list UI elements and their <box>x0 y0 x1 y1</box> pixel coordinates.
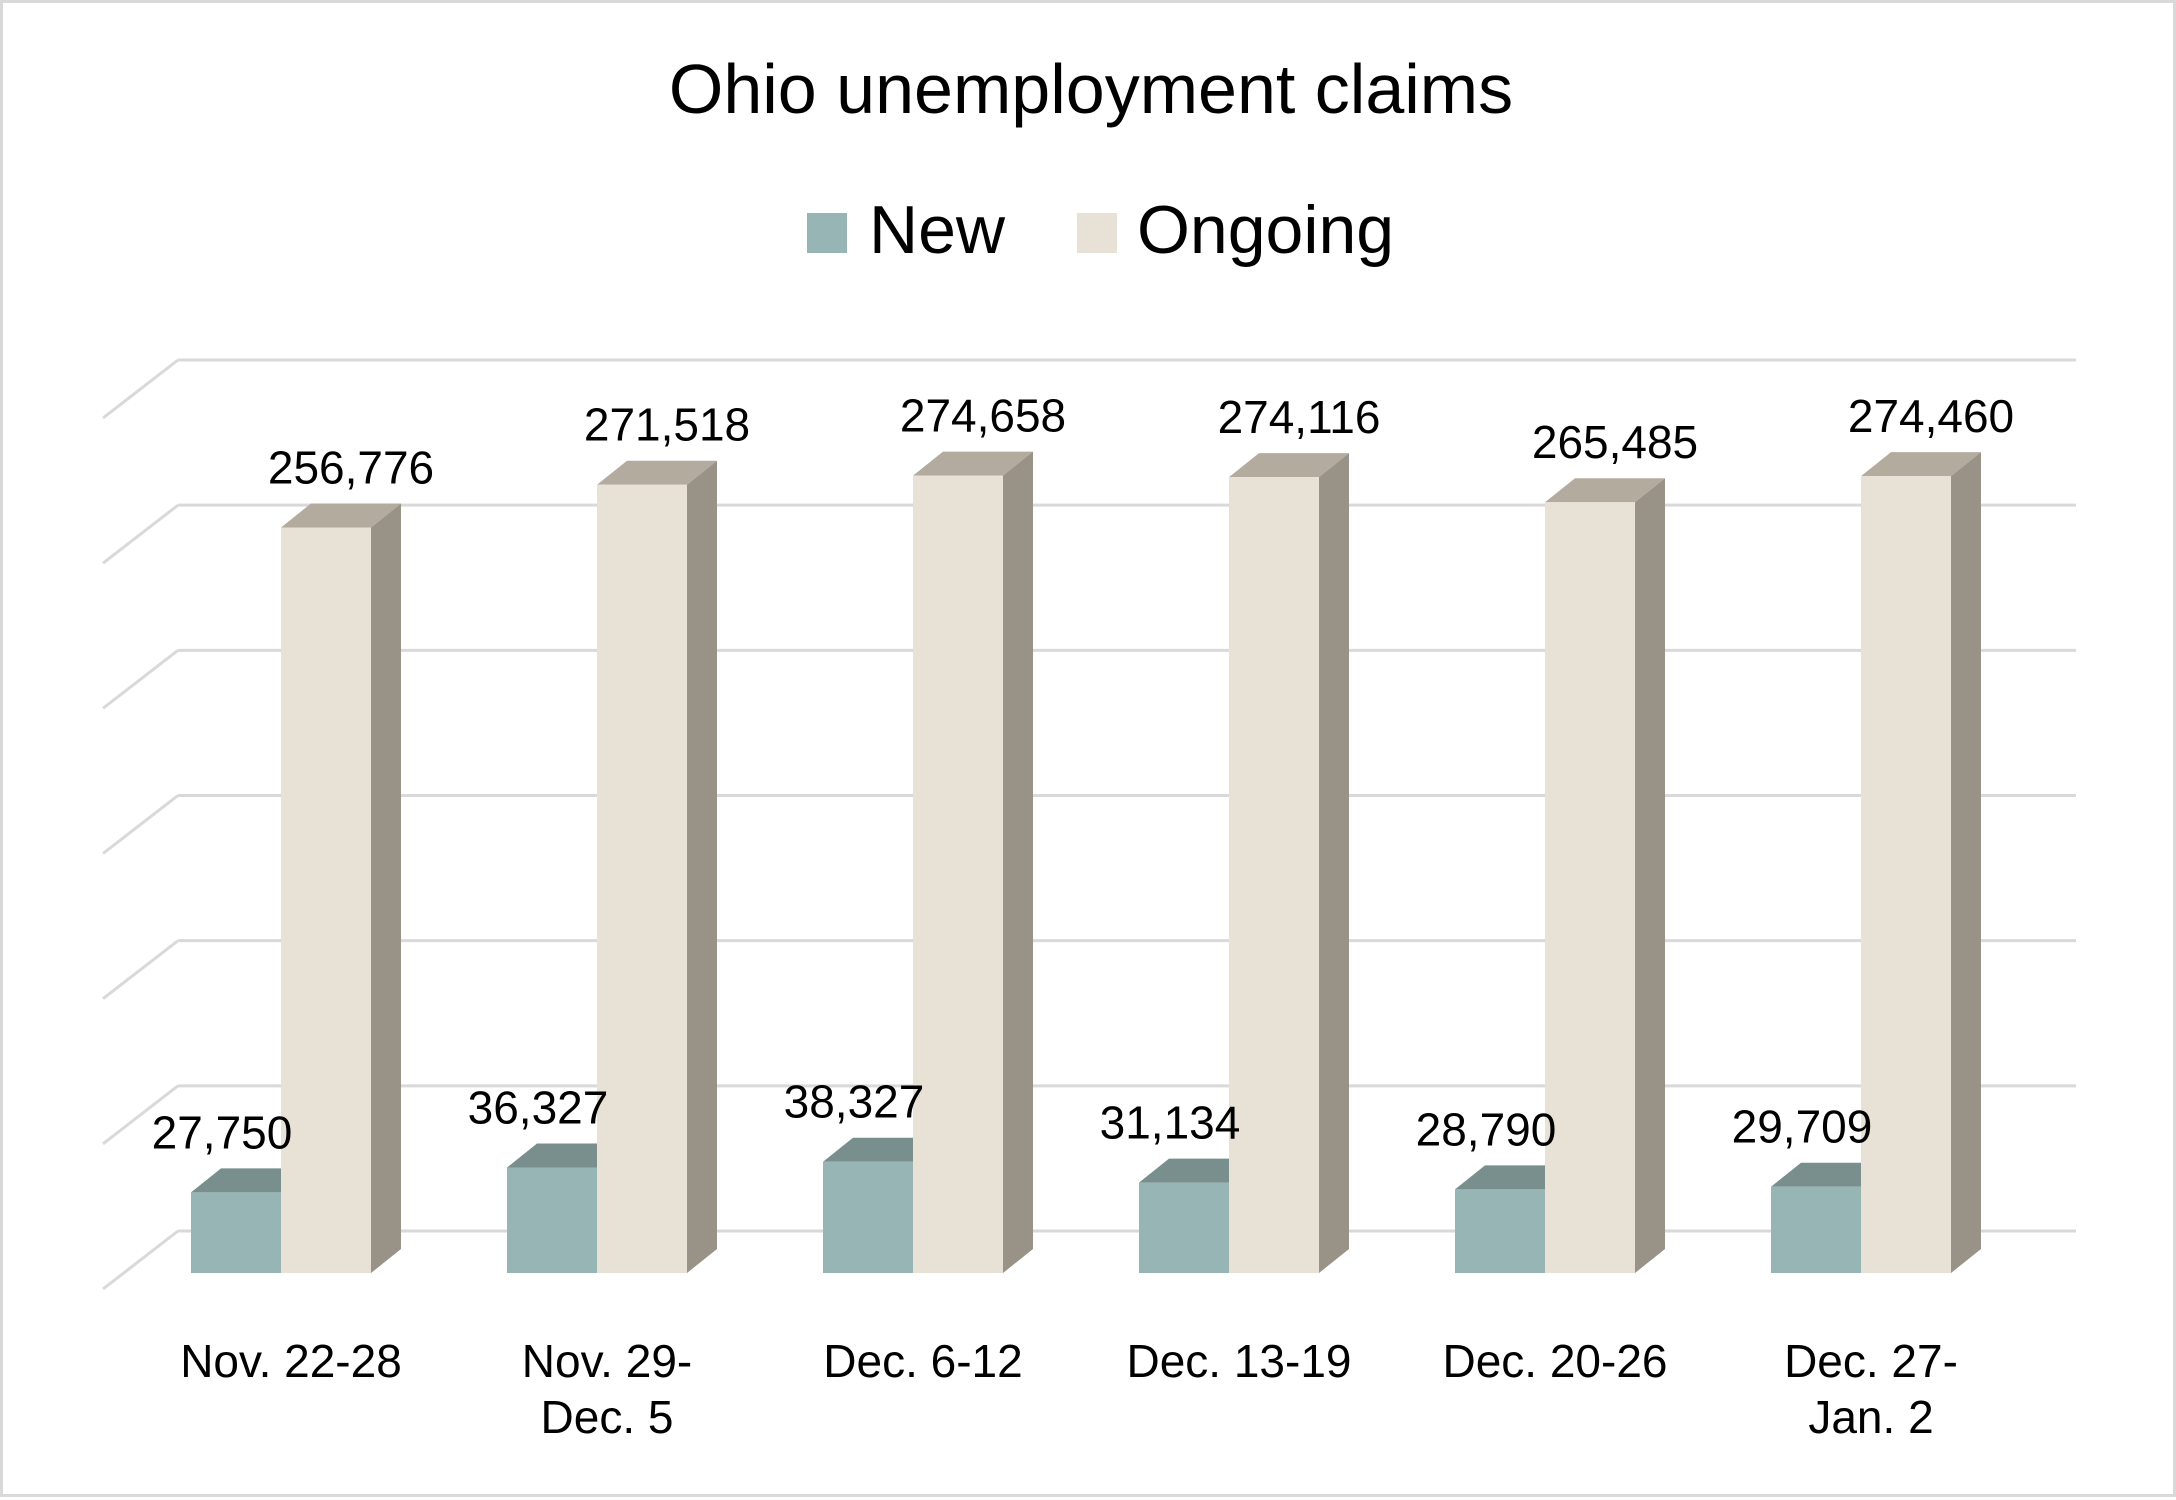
bar-front-face <box>1229 477 1319 1273</box>
bar-side-face <box>1003 451 1033 1273</box>
data-label-ongoing: 265,485 <box>1532 416 1698 468</box>
legend-item-new: New <box>807 192 1006 268</box>
x-tick-label: Dec. 13-19 <box>1126 1335 1351 1387</box>
gridline-side <box>102 1084 179 1146</box>
bar-new <box>823 1137 943 1273</box>
bar-side-face <box>1319 453 1349 1273</box>
bar-ongoing <box>597 460 717 1273</box>
bar-side-face <box>1635 478 1665 1273</box>
bar-top-face <box>281 503 401 528</box>
gridline-side <box>102 358 179 420</box>
x-tick-label: Dec. 20-26 <box>1442 1335 1667 1387</box>
gridline-side <box>102 794 179 855</box>
gridline-side <box>102 503 179 565</box>
labels-layer: 27,750 256,776 36,327 271,518 38,327 274,658 3… <box>152 390 2014 1159</box>
bar-side-face <box>1951 452 1981 1273</box>
data-label-new: 29,709 <box>1732 1101 1873 1153</box>
chart-svg: 27,750 256,776 36,327 271,518 38,327 274,658 3… <box>102 50 2076 1443</box>
x-tick-label: Nov. 22-28 <box>180 1335 402 1387</box>
legend-swatch <box>807 213 847 253</box>
bar-front-face <box>597 484 687 1273</box>
bar-top-face <box>1545 478 1665 503</box>
data-label-new: 27,750 <box>152 1106 293 1158</box>
chart-title: Ohio unemployment claims <box>669 50 1513 128</box>
x-tick-label: Nov. 29-Dec. 5 <box>522 1335 692 1443</box>
bar-new <box>1139 1158 1259 1273</box>
bar-front-face <box>281 527 371 1273</box>
bar-front-face <box>913 475 1003 1273</box>
x-tick-label: Dec. 27-Jan. 2 <box>1784 1335 1958 1443</box>
legend: New Ongoing <box>807 192 1394 268</box>
data-label-ongoing: 274,116 <box>1218 391 1381 443</box>
bar-ongoing <box>281 503 401 1274</box>
bar-top-face <box>597 460 717 485</box>
bar-front-face <box>1861 476 1951 1273</box>
legend-label: Ongoing <box>1137 192 1394 268</box>
bar-top-face <box>1861 452 1981 477</box>
bar-front-face <box>507 1167 597 1273</box>
data-label-ongoing: 274,460 <box>1848 390 2014 442</box>
bar-ongoing <box>1861 452 1981 1273</box>
bar-ongoing <box>913 451 1033 1273</box>
data-label-new: 38,327 <box>784 1076 925 1128</box>
data-label-new: 36,327 <box>468 1082 609 1134</box>
data-label-new: 28,790 <box>1416 1103 1557 1155</box>
bar-front-face <box>823 1161 913 1273</box>
bar-front-face <box>1139 1182 1229 1273</box>
axis-layer: Nov. 22-28 Nov. 29-Dec. 5 Dec. 6-12 Dec. 13… <box>180 1335 1958 1443</box>
bar-ongoing <box>1545 478 1665 1273</box>
bar-front-face <box>1455 1189 1545 1273</box>
x-tick-label: Dec. 6-12 <box>823 1335 1022 1387</box>
bar-top-face <box>1229 453 1349 478</box>
legend-swatch <box>1077 213 1117 253</box>
bar-front-face <box>1545 502 1635 1273</box>
data-label-ongoing: 256,776 <box>268 441 434 493</box>
gridline-side <box>102 1229 179 1291</box>
bar-side-face <box>687 460 717 1273</box>
bar-ongoing <box>1229 453 1349 1273</box>
bar-front-face <box>191 1192 281 1273</box>
data-label-ongoing: 271,518 <box>584 399 750 451</box>
bar-top-face <box>913 451 1033 476</box>
data-label-new: 31,134 <box>1100 1097 1241 1149</box>
gridline-side <box>102 649 179 710</box>
bars-layer <box>191 451 1981 1274</box>
data-label-ongoing: 274,658 <box>900 390 1066 442</box>
bar-front-face <box>1771 1186 1861 1273</box>
grid-layer <box>102 358 2076 1291</box>
gridline-side <box>102 939 179 1000</box>
bar-side-face <box>371 503 401 1274</box>
legend-label: New <box>869 192 1006 268</box>
legend-item-ongoing: Ongoing <box>1077 192 1394 268</box>
